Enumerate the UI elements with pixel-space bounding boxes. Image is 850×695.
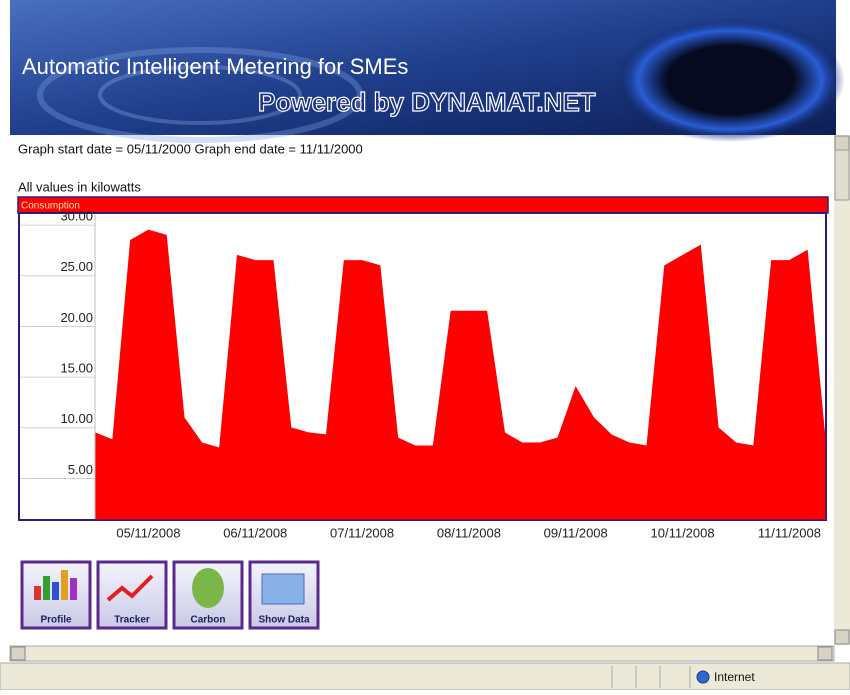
x-tick-label: 10/11/2008 <box>651 525 715 540</box>
units-note: All values in kilowatts <box>18 179 141 194</box>
zone-label: Internet <box>714 670 755 684</box>
button-label[interactable]: Carbon <box>191 615 226 626</box>
icon-bar <box>61 570 68 600</box>
icon-bar <box>43 576 50 600</box>
y-tick-label: 10.00 <box>60 411 93 426</box>
horizontal-scrollbar[interactable] <box>10 646 834 661</box>
y-tick-label: 25.00 <box>60 259 93 274</box>
browser-window: Automatic Intelligent Metering for SMEs … <box>0 0 850 690</box>
date-range: Graph start date = 05/11/2000 Graph end … <box>18 141 363 156</box>
zone-icon <box>697 671 709 683</box>
x-tick-label: 07/11/2008 <box>330 525 394 540</box>
scroll-down[interactable] <box>835 630 849 644</box>
button-label[interactable]: Tracker <box>114 615 150 626</box>
vertical-scrollbar[interactable] <box>834 135 850 645</box>
y-tick-label: 15.00 <box>60 361 93 376</box>
icon-footprint <box>192 568 224 608</box>
scroll-right[interactable] <box>818 647 832 660</box>
button-label[interactable]: Show Data <box>258 615 310 626</box>
scroll-thumb[interactable] <box>835 150 849 200</box>
burner <box>615 18 845 142</box>
y-tick-label: 5.00 <box>68 462 93 477</box>
x-tick-label: 05/11/2008 <box>116 525 180 540</box>
banner-title: Automatic Intelligent Metering for SMEs <box>22 54 408 79</box>
scroll-left[interactable] <box>11 647 25 660</box>
banner-subtitle: Powered by DYNAMAT.NET <box>258 87 596 117</box>
x-tick-label: 08/11/2008 <box>437 525 501 540</box>
icon-bar <box>70 578 77 600</box>
y-tick-label: 30.00 <box>60 209 93 224</box>
x-tick-label: 11/11/2008 <box>758 525 821 540</box>
x-tick-label: 06/11/2008 <box>223 525 287 540</box>
toolbar: Profile Tracker Carbon Show Data <box>22 562 318 628</box>
chart-title-bar <box>18 197 828 213</box>
page: Automatic Intelligent Metering for SMEs … <box>0 0 850 690</box>
x-tick-label: 09/11/2008 <box>544 525 608 540</box>
y-tick-label: 20.00 <box>60 310 93 325</box>
icon-bar <box>52 582 59 600</box>
button-label[interactable]: Profile <box>40 615 72 626</box>
icon-folder <box>262 574 304 604</box>
icon-bar <box>34 586 41 600</box>
scroll-up[interactable] <box>835 136 849 150</box>
